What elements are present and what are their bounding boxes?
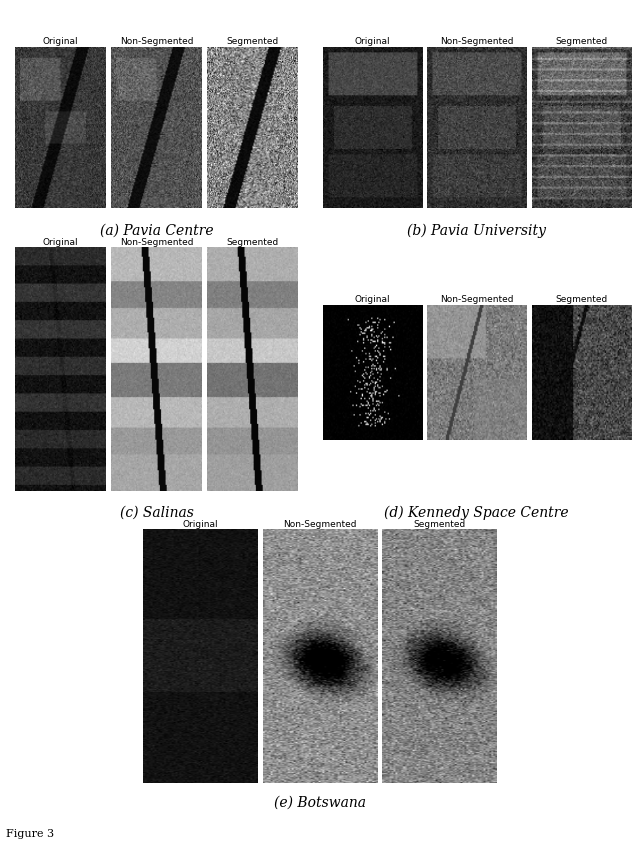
Title: Segmented: Segmented bbox=[556, 36, 607, 46]
Title: Segmented: Segmented bbox=[227, 237, 279, 246]
Text: Figure 3: Figure 3 bbox=[6, 828, 54, 839]
Text: (b) Pavia University: (b) Pavia University bbox=[407, 224, 547, 237]
Title: Original: Original bbox=[183, 519, 218, 529]
Text: (d) Kennedy Space Centre: (d) Kennedy Space Centre bbox=[385, 506, 569, 519]
Text: (e) Botswana: (e) Botswana bbox=[274, 796, 366, 810]
Title: Non-Segmented: Non-Segmented bbox=[440, 36, 513, 46]
Title: Segmented: Segmented bbox=[227, 36, 279, 46]
Title: Original: Original bbox=[355, 36, 390, 46]
Title: Original: Original bbox=[43, 36, 79, 46]
Title: Original: Original bbox=[355, 295, 390, 304]
Title: Non-Segmented: Non-Segmented bbox=[440, 295, 513, 304]
Title: Original: Original bbox=[43, 237, 79, 246]
Title: Non-Segmented: Non-Segmented bbox=[284, 519, 356, 529]
Text: (c) Salinas: (c) Salinas bbox=[120, 506, 194, 519]
Title: Segmented: Segmented bbox=[556, 295, 607, 304]
Text: (a) Pavia Centre: (a) Pavia Centre bbox=[100, 224, 214, 237]
Title: Non-Segmented: Non-Segmented bbox=[120, 36, 193, 46]
Title: Segmented: Segmented bbox=[413, 519, 465, 529]
Title: Non-Segmented: Non-Segmented bbox=[120, 237, 193, 246]
